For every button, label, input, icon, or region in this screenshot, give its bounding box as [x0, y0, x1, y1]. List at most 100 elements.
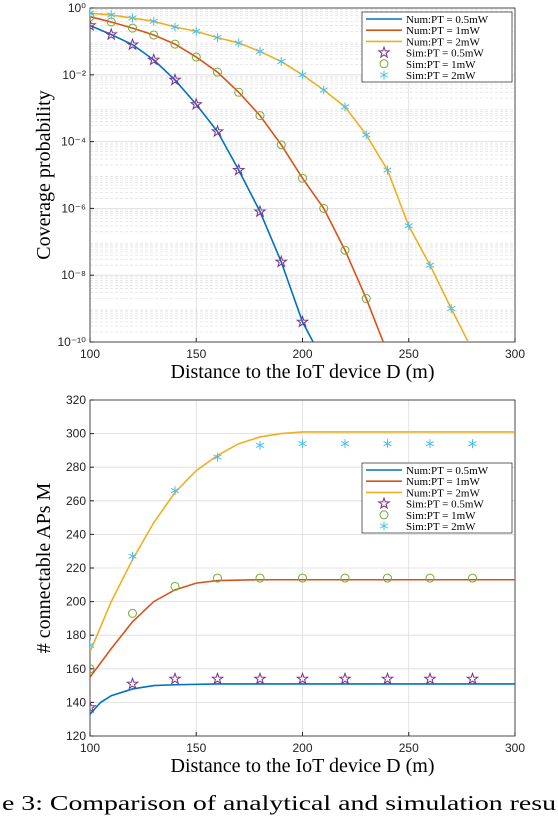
sim-marker: [234, 87, 244, 97]
y-tick-label: 220: [66, 561, 86, 575]
x-tick-label: 200: [292, 347, 312, 361]
num-line: [90, 431, 515, 653]
sim-marker: [128, 608, 137, 618]
legend-label: Sim:PT = 2mW: [406, 70, 476, 82]
axes-box: [89, 7, 516, 343]
y-tick-label: 10⁻²: [62, 68, 86, 82]
sim-marker: [298, 439, 307, 449]
sim-marker: [340, 102, 350, 112]
sim-marker: [379, 59, 389, 69]
sim-marker: [213, 33, 222, 43]
x-axis-label: Distance to the IoT device D (m): [171, 361, 435, 383]
x-tick-label: 200: [292, 741, 312, 755]
x-tick-label: 150: [186, 347, 206, 361]
sim-marker: [319, 85, 328, 95]
sim-marker: [128, 551, 137, 561]
legend-label: Num:PT = 2mW: [406, 487, 480, 499]
y-tick-label: 320: [66, 393, 86, 407]
sim-marker: [362, 130, 371, 140]
sim-marker: [383, 573, 392, 583]
sim-marker: [170, 581, 180, 591]
sim-marker: [90, 18, 97, 32]
sim-marker: [298, 70, 307, 80]
y-tick-label: 10⁻¹⁰: [58, 335, 87, 349]
sim-marker: [383, 165, 392, 175]
sim-marker: [192, 26, 201, 36]
legend-box: [361, 11, 513, 83]
sim-marker: [170, 39, 180, 49]
num-line: [90, 15, 384, 342]
sim-marker: [295, 314, 310, 328]
sim-marker: [210, 671, 225, 685]
sim-marker: [149, 30, 159, 40]
sim-marker: [338, 671, 352, 685]
sim-marker: [277, 57, 286, 67]
y-tick-label: 300: [66, 427, 86, 441]
legend-label: Sim:PT = 1mW: [406, 510, 476, 522]
sim-marker: [90, 640, 95, 650]
sim-marker: [361, 294, 371, 304]
y-tick-label: 180: [66, 628, 86, 642]
sim-marker: [191, 52, 201, 62]
sim-marker: [128, 23, 137, 33]
sim-marker: [425, 439, 435, 449]
x-tick-label: 250: [399, 347, 419, 361]
sim-marker: [90, 8, 95, 18]
y-axis-label: Coverage probability: [33, 90, 55, 259]
sim-marker: [107, 10, 116, 20]
num-line: [90, 578, 515, 678]
sim-marker: [447, 304, 456, 314]
y-tick-label: 160: [66, 662, 86, 676]
sim-marker: [232, 163, 246, 176]
plot-content: [90, 431, 515, 715]
sim-marker: [213, 67, 222, 77]
y-tick-label: 10⁰: [68, 1, 86, 15]
sim-marker: [253, 204, 267, 218]
legend-label: Num:PT = 0.5mW: [406, 465, 489, 477]
y-axis-label: # connectable APs M: [33, 483, 55, 654]
sim-marker: [125, 676, 140, 690]
sim-marker: [340, 245, 350, 255]
sim-marker: [104, 27, 118, 41]
sim-marker: [255, 46, 265, 56]
sim-marker: [377, 45, 391, 59]
sim-marker: [295, 671, 310, 685]
sim-marker: [90, 664, 95, 674]
sim-marker: [189, 97, 203, 111]
sim-marker: [213, 452, 222, 462]
sim-marker: [90, 700, 97, 714]
y-tick-label: 140: [66, 695, 86, 709]
legend-box: [361, 462, 513, 534]
sim-marker: [319, 203, 329, 213]
y-tick-label: 10⁻⁸: [61, 268, 86, 282]
sim-marker: [90, 12, 95, 22]
y-tick-label: 10⁻⁴: [61, 135, 86, 149]
sim-marker: [425, 260, 435, 270]
sim-marker: [255, 111, 265, 121]
sim-marker: [234, 38, 243, 48]
x-tick-label: 100: [80, 347, 100, 361]
sim-marker: [379, 70, 389, 80]
legend-label: Num:PT = 0.5mW: [406, 14, 489, 26]
sim-marker: [255, 440, 265, 450]
legend-label: Num:PT = 1mW: [406, 25, 480, 37]
axes-box: [89, 399, 516, 737]
caption: e 3: Comparison of analytical and simula…: [2, 791, 557, 815]
sim-marker: [149, 16, 158, 26]
x-tick-label: 300: [505, 741, 525, 755]
plot-content: [90, 8, 469, 342]
legend-label: Num:PT = 1mW: [406, 476, 480, 488]
y-tick-label: 10⁻⁶: [61, 201, 86, 215]
sim-marker: [468, 573, 477, 583]
x-tick-label: 100: [80, 741, 100, 755]
sim-marker: [128, 13, 137, 23]
sim-marker: [377, 496, 391, 510]
sim-marker: [379, 521, 389, 531]
sim-marker: [147, 52, 161, 66]
y-tick-label: 120: [66, 729, 86, 743]
sim-marker: [276, 140, 286, 150]
sim-marker: [340, 439, 350, 449]
sim-marker: [425, 573, 435, 583]
sim-marker: [274, 254, 288, 268]
sim-marker: [298, 173, 307, 183]
